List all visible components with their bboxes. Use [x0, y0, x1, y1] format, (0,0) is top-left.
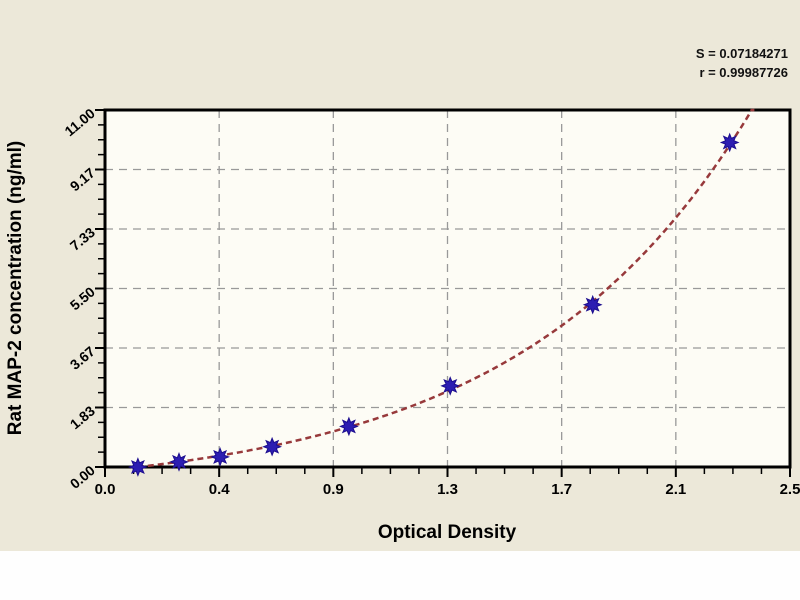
- plot-frame: [103, 108, 792, 469]
- data-point-marker: [210, 447, 230, 467]
- x-tick-label: 0.0: [95, 481, 116, 498]
- data-point-markers: [128, 132, 740, 477]
- data-point-marker: [440, 376, 461, 396]
- x-tick-label: 0.4: [209, 481, 231, 498]
- x-tick-label: 2.5: [780, 481, 800, 498]
- data-point-marker: [719, 132, 740, 153]
- data-point-marker: [582, 294, 603, 315]
- data-point-marker: [169, 452, 189, 472]
- x-tick-label: 0.9: [323, 481, 344, 498]
- y-axis-title: Rat MAP-2 concentration (ng/ml): [5, 141, 26, 436]
- data-point-marker: [128, 457, 148, 477]
- stat-correlation: r = 0.99987726: [699, 65, 788, 80]
- x-tick-label: 1.7: [551, 481, 572, 498]
- gridlines: [105, 110, 790, 467]
- axis-ticks: [95, 109, 791, 477]
- x-tick-label: 1.3: [437, 481, 458, 498]
- data-point-marker: [339, 416, 359, 437]
- data-point-marker: [262, 436, 282, 457]
- fit-curve: [137, 108, 755, 469]
- x-axis-title: Optical Density: [378, 522, 517, 543]
- x-tick-label: 2.1: [665, 481, 686, 498]
- stat-standard-error: S = 0.07184271: [696, 46, 788, 61]
